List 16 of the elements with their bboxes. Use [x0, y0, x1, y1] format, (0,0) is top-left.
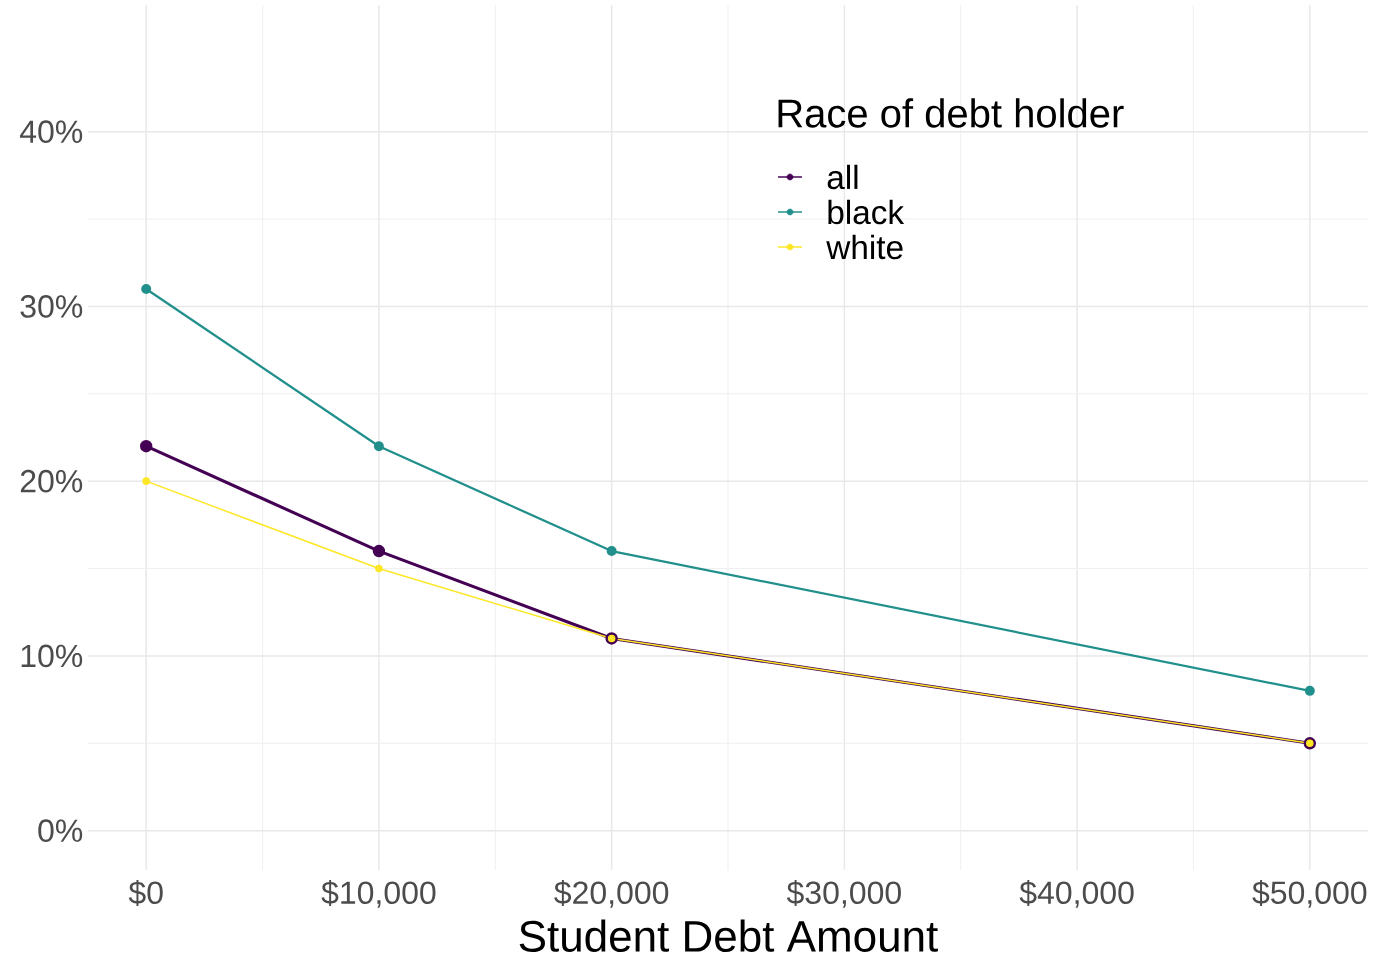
legend-title: Race of debt holder	[778, 98, 1124, 128]
x-axis-title: Student Debt Amount	[519, 919, 938, 952]
y-tick-label: 30%	[20, 295, 83, 318]
y-tick-label: 40%	[19, 120, 83, 144]
x-tick-label: $30,000	[786, 880, 901, 908]
y-tick-label: 0%	[38, 819, 83, 842]
x-tick-label: $10,000	[321, 880, 436, 908]
y-tick-label: 20%	[20, 469, 83, 493]
x-tick-label: $20,000	[554, 880, 669, 908]
x-tick-label: $40,000	[1019, 880, 1134, 908]
legend-label: white	[826, 234, 903, 260]
legend-label: black	[828, 199, 905, 225]
x-tick-label: $0	[128, 880, 163, 906]
x-tick-label: $50,000	[1252, 880, 1367, 908]
legend-label: all	[827, 164, 858, 190]
y-tick-label: 10%	[21, 644, 83, 668]
